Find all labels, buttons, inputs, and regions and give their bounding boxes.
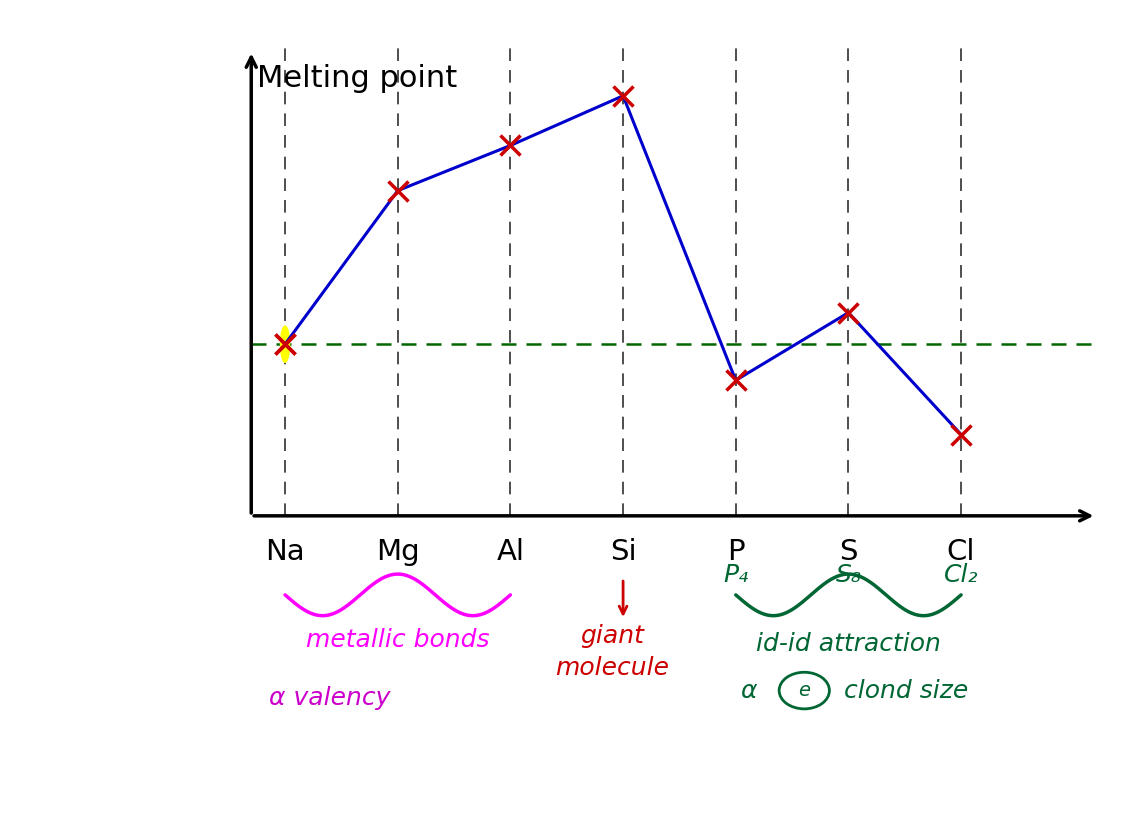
Text: metallic bonds: metallic bonds bbox=[306, 628, 490, 652]
Text: Si: Si bbox=[610, 538, 636, 567]
Text: α: α bbox=[741, 679, 766, 702]
Text: Mg: Mg bbox=[376, 538, 419, 567]
Text: id-id attraction: id-id attraction bbox=[756, 632, 941, 656]
Text: S₈: S₈ bbox=[836, 562, 861, 587]
Text: Melting point: Melting point bbox=[257, 64, 457, 93]
Text: α valency: α valency bbox=[270, 686, 391, 711]
Text: e: e bbox=[798, 681, 811, 700]
Text: giant
molecule: giant molecule bbox=[555, 624, 669, 680]
Text: S: S bbox=[839, 538, 858, 567]
Text: Cl₂: Cl₂ bbox=[943, 562, 979, 587]
Text: P₄: P₄ bbox=[723, 562, 748, 587]
Text: Cl: Cl bbox=[947, 538, 975, 567]
Text: Al: Al bbox=[497, 538, 524, 567]
Circle shape bbox=[281, 326, 290, 362]
Text: P: P bbox=[727, 538, 745, 567]
Text: clond size: clond size bbox=[836, 679, 968, 702]
Text: Na: Na bbox=[265, 538, 305, 567]
